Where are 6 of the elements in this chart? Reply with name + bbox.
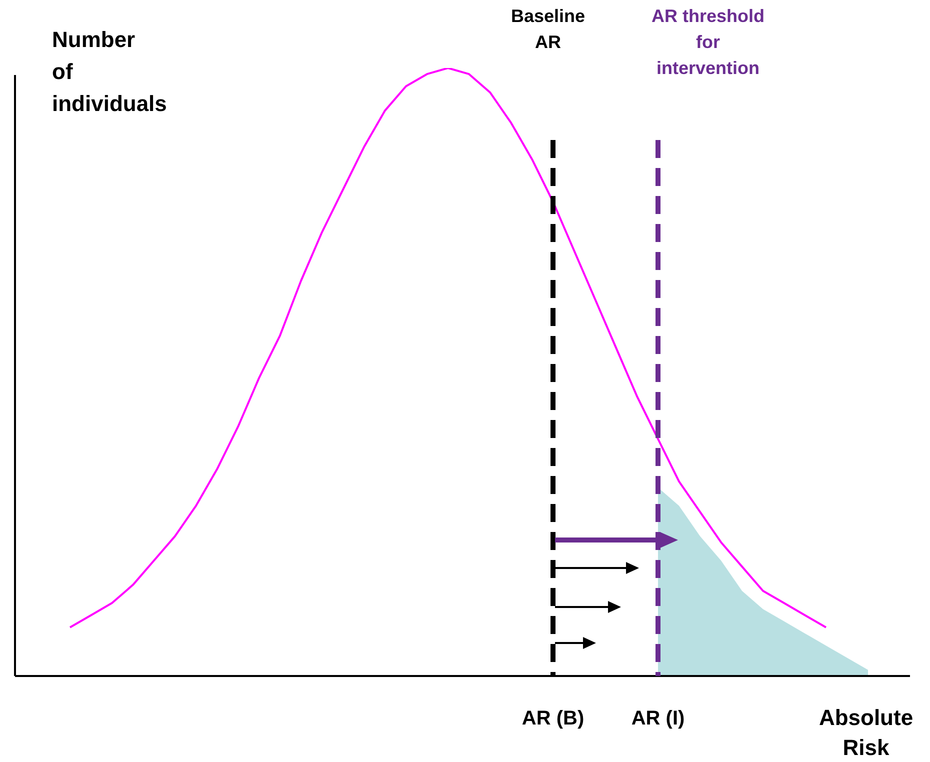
y-axis-title: Number of individuals bbox=[52, 27, 167, 116]
x-axis-title: Absolute Risk bbox=[818, 705, 914, 760]
ref-line-label: AR threshold for intervention bbox=[651, 6, 765, 78]
x-tick-label: AR (B) bbox=[522, 708, 584, 730]
x-tick-label: AR (I) bbox=[631, 708, 685, 730]
ref-line-label: Baseline AR bbox=[510, 6, 586, 52]
